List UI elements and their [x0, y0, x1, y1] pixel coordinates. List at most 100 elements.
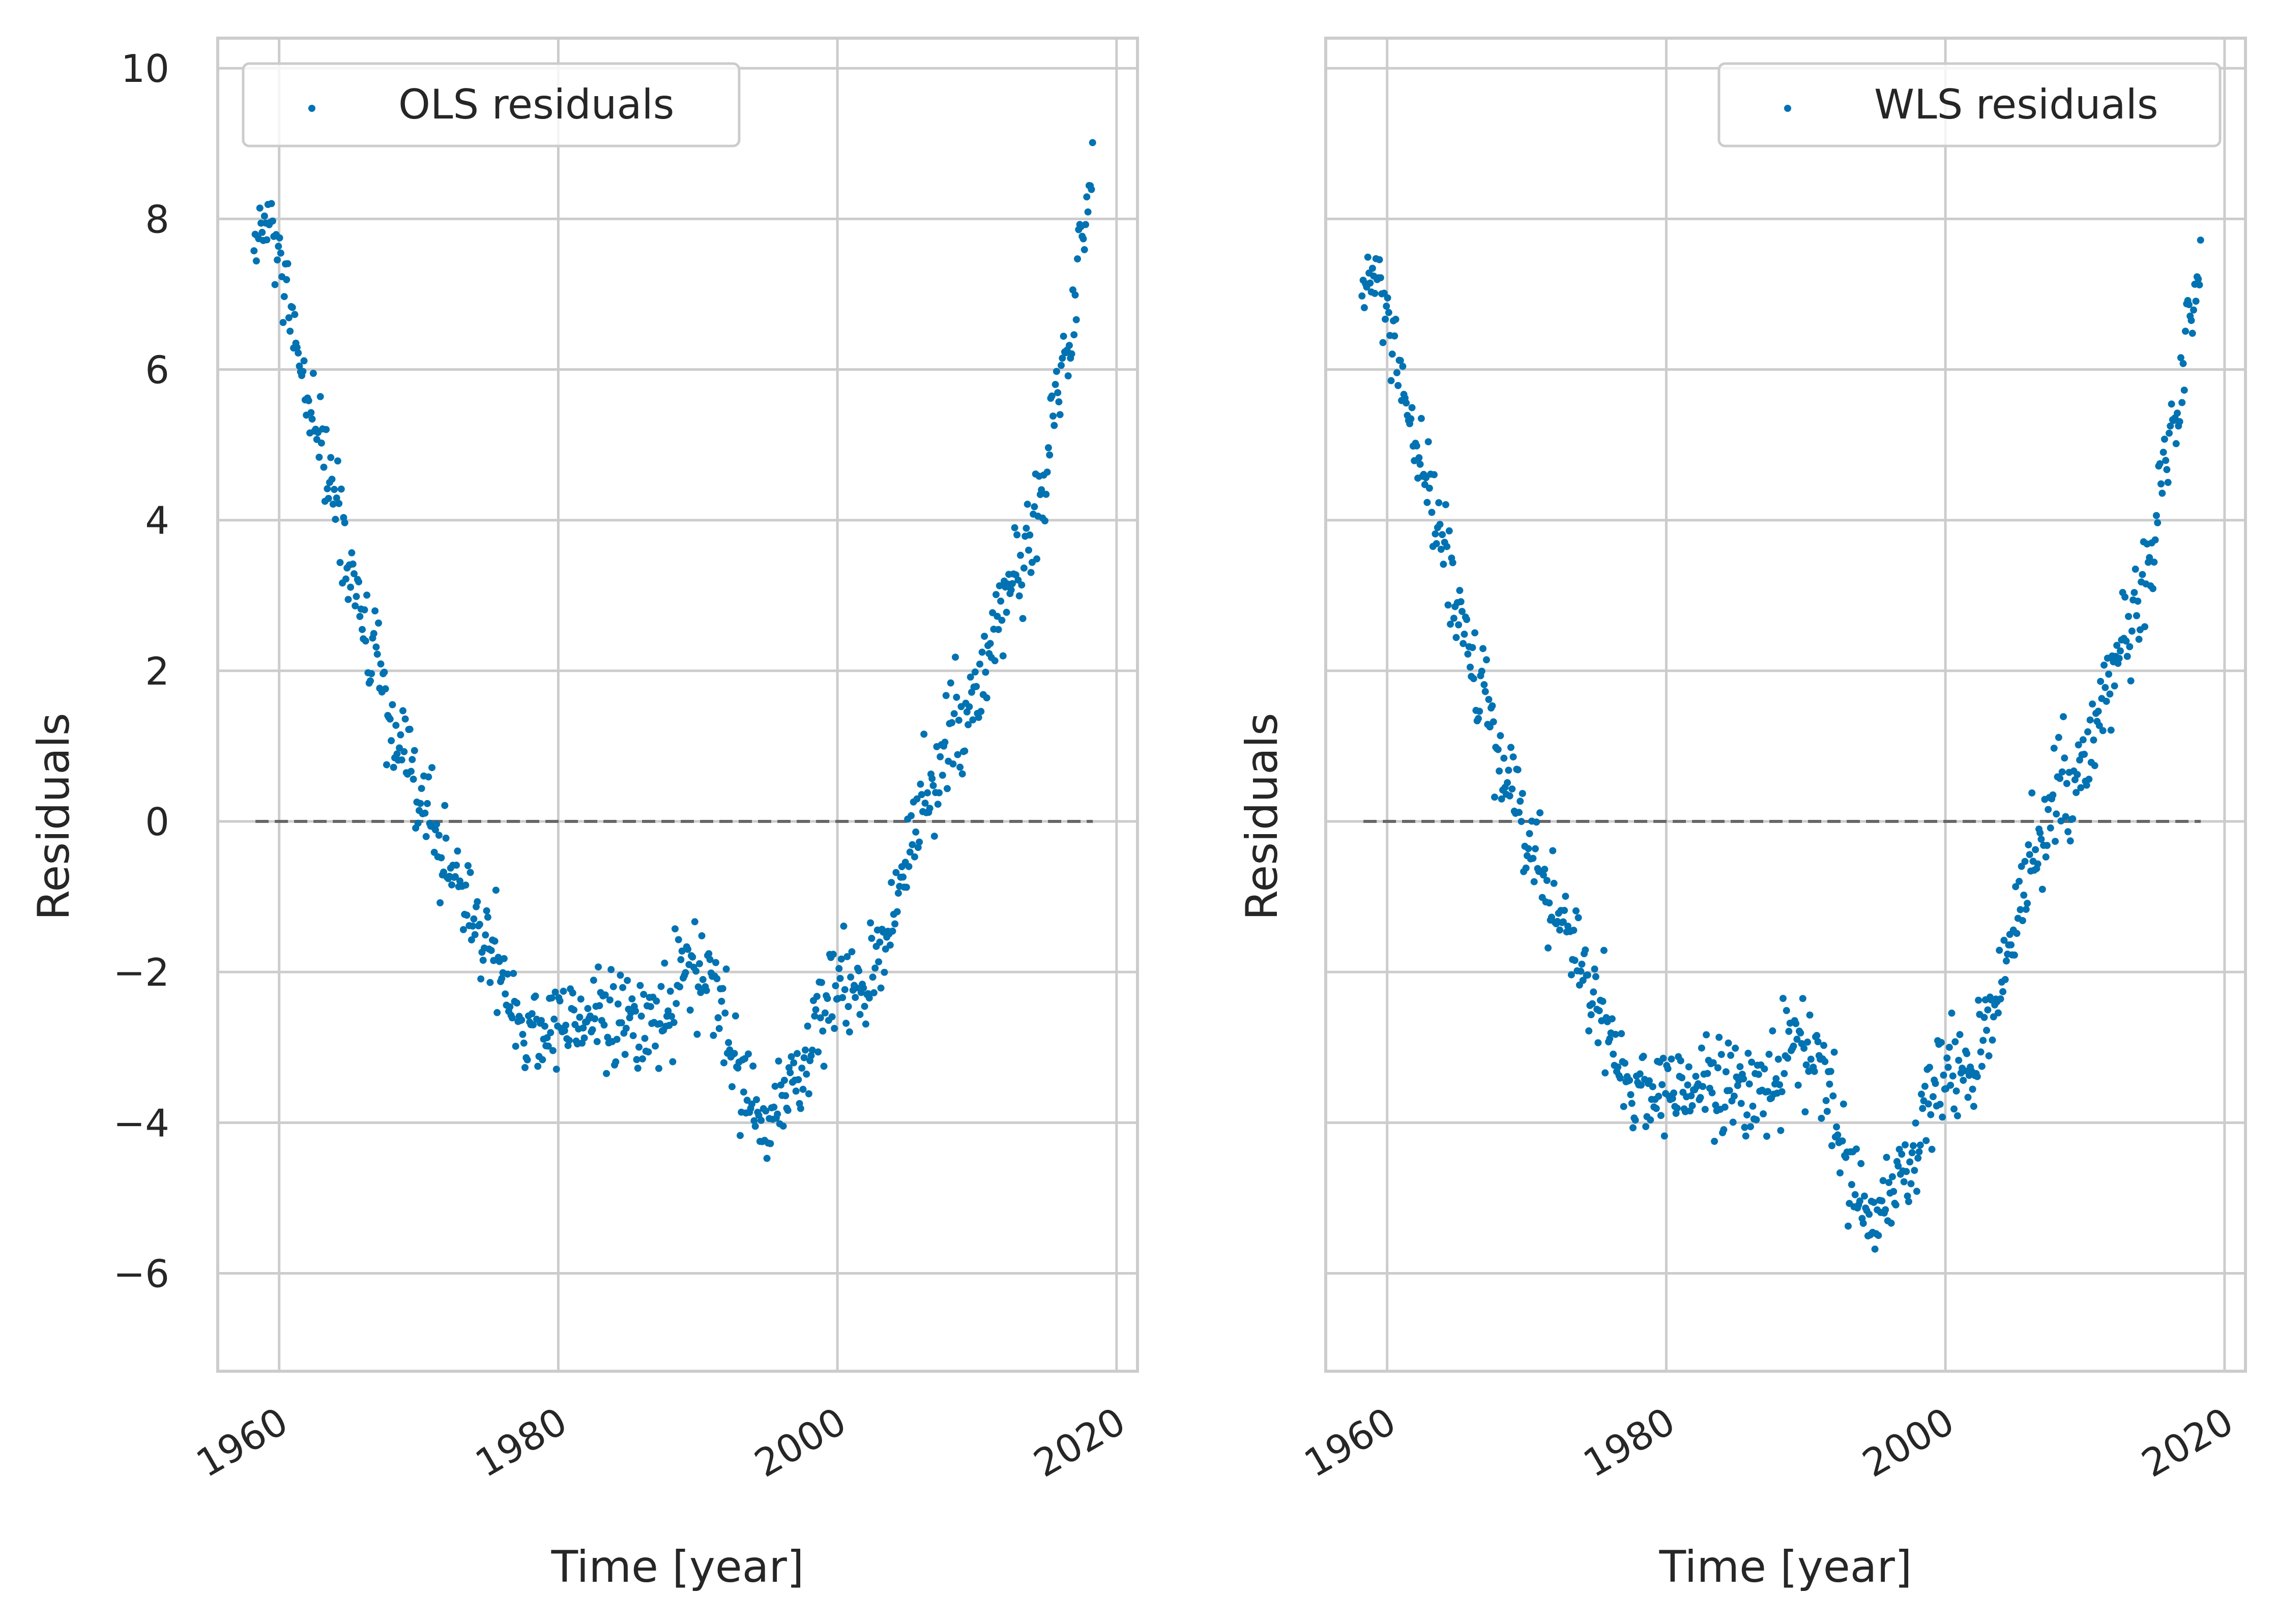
ols-residual-point	[894, 890, 902, 897]
wls-residual-point	[1678, 1074, 1686, 1081]
ols-residual-point	[437, 854, 445, 862]
ols-residual-point	[487, 947, 495, 954]
ols-residual-point	[645, 1048, 652, 1056]
wls-residual-point	[1425, 484, 1433, 492]
wls-residual-point	[1764, 1088, 1772, 1096]
wls-residual-point	[1969, 1085, 1976, 1093]
ols-residual-point	[969, 716, 977, 724]
wls-residual-point	[1658, 1081, 1666, 1088]
ols-residual-point	[397, 731, 404, 739]
ols-residual-point	[993, 591, 1000, 598]
ols-residual-point	[342, 575, 349, 583]
wls-residual-point	[1443, 543, 1451, 550]
wls-residual-point	[2020, 892, 2028, 899]
ols-residual-point	[276, 234, 283, 242]
wls-residual-point	[1853, 1145, 1860, 1153]
ols-residual-point	[1068, 350, 1075, 358]
wls-residual-point	[1911, 1167, 1918, 1174]
wls-residual-point	[2038, 885, 2046, 893]
wls-residual-point	[1631, 1116, 1639, 1124]
wls-residual-point	[1822, 1097, 1830, 1104]
ols-residual-point	[632, 1007, 639, 1015]
ols-residual-point	[787, 1053, 795, 1060]
wls-residual-point	[1431, 471, 1438, 479]
ols-residual-point	[1027, 569, 1035, 576]
wls-residual-point	[2032, 846, 2039, 853]
wls-residual-point	[1717, 1051, 1725, 1058]
wls-residual-point	[1745, 1080, 1753, 1088]
wls-residual-point	[1455, 621, 1463, 629]
wls-residual-point	[1785, 1027, 1793, 1035]
wls-residual-point	[1778, 1088, 1786, 1096]
wls-residual-point	[2010, 951, 2018, 959]
wls-residual-point	[1977, 1048, 1985, 1056]
wls-residual-point	[1570, 927, 1578, 934]
wls-residual-point	[1640, 1052, 1647, 1060]
wls-residual-point	[1783, 1007, 1790, 1014]
ols-residual-point	[368, 670, 375, 677]
ols-residual-point	[417, 800, 424, 807]
wls-residual-point	[2113, 641, 2121, 649]
wls-residual-point	[2115, 655, 2123, 662]
wls-residual-point	[2192, 298, 2200, 305]
wls-residual-point	[2134, 598, 2142, 605]
wls-residual-point	[2102, 684, 2109, 691]
wls-residual-point	[1802, 1061, 1810, 1069]
ols-residual-point	[950, 710, 958, 718]
wls-residual-point	[1894, 1162, 1902, 1170]
wls-residual-point	[1898, 1150, 1906, 1158]
ols-residual-point	[377, 660, 385, 668]
wls-residual-point	[1939, 1113, 1946, 1121]
wls-residual-point	[1659, 1054, 1667, 1062]
wls-residual-point	[1476, 707, 1483, 715]
ols-residual-point	[483, 907, 490, 914]
ols-residual-point	[868, 934, 876, 942]
ols-residual-point	[428, 764, 436, 772]
wls-residual-point	[1610, 1050, 1617, 1058]
ols-residual-point	[329, 500, 337, 508]
ols-residual-point	[477, 975, 485, 983]
ols-residual-point	[600, 1021, 608, 1029]
wls-residual-point	[1741, 1124, 1748, 1131]
wls-residual-point	[1626, 1076, 1633, 1084]
ols-residual-point	[1064, 372, 1072, 379]
ols-residual-point	[804, 1022, 811, 1030]
wls-residual-point	[1799, 995, 1806, 1002]
wls-residual-point	[1606, 1035, 1614, 1043]
wls-residual-point	[2099, 727, 2107, 734]
ols-residual-point	[861, 1002, 868, 1010]
ols-residual-point	[1055, 398, 1063, 406]
ols-residual-point	[928, 775, 936, 782]
ols-plot-area	[218, 38, 1137, 1371]
wls-residual-point	[1708, 1089, 1716, 1097]
wls-residual-point	[1664, 1065, 1672, 1073]
ols-residual-point	[669, 1058, 677, 1066]
wls-residual-point	[1467, 663, 1474, 671]
wls-residual-point	[1481, 688, 1489, 695]
ols-residual-point	[888, 879, 895, 887]
wls-residual-point	[2089, 700, 2096, 708]
wls-residual-point	[1407, 415, 1415, 423]
ols-residual-point	[609, 983, 617, 990]
ols-residual-point	[939, 772, 946, 779]
ols-residual-point	[451, 873, 459, 880]
ols-residual-point	[720, 1059, 727, 1067]
ols-residual-point	[657, 983, 665, 990]
wls-residual-point	[1529, 854, 1537, 862]
wls-residual-point	[1608, 1015, 1616, 1023]
ols-residual-point	[698, 932, 706, 939]
wls-residual-point	[1416, 460, 1424, 468]
wls-residual-point	[2158, 489, 2166, 497]
wls-residual-point	[2167, 422, 2174, 430]
ols-residual-point	[953, 693, 960, 701]
ols-residual-point	[359, 626, 366, 633]
wls-residual-point	[1478, 667, 1485, 675]
wls-residual-point	[2028, 789, 2036, 796]
ols-y-axis-label: Residuals	[28, 713, 79, 921]
ols-residual-point	[794, 1050, 801, 1057]
ols-residual-point	[390, 763, 397, 771]
wls-residual-point	[1601, 1069, 1609, 1077]
wls-residual-point	[1755, 1071, 1762, 1078]
ols-residual-point	[1003, 608, 1010, 616]
wls-residual-point	[1505, 766, 1512, 774]
